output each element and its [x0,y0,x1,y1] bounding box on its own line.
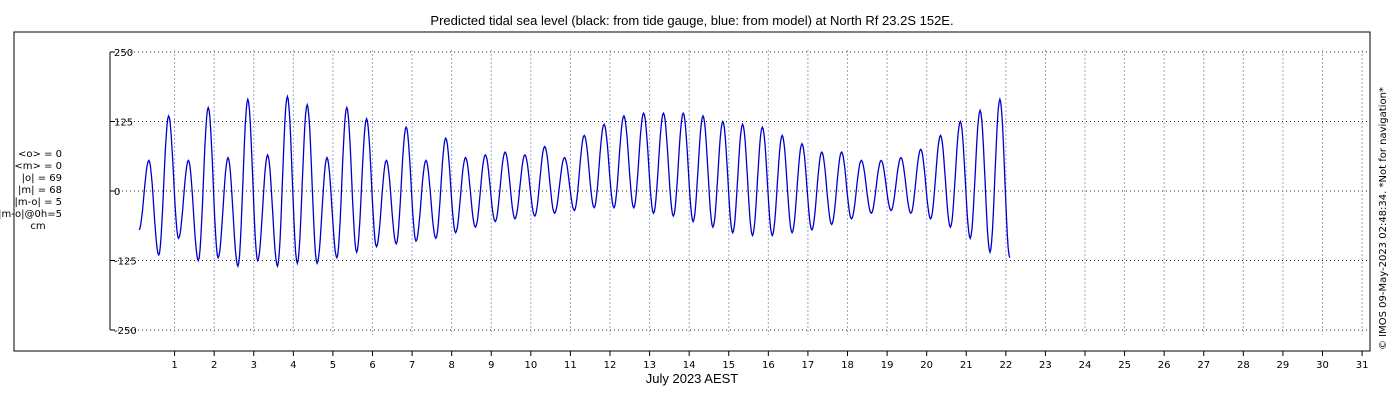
x-tick-label: 27 [1197,360,1210,371]
x-tick-label: 13 [643,360,656,371]
chart-title: Predicted tidal sea level (black: from t… [430,13,953,28]
stat-line: <o> = 0 [18,149,62,160]
x-tick-label: 20 [920,360,933,371]
stat-line: |m-o|@0h=5 [0,209,62,220]
x-tick-label: 16 [762,360,775,371]
x-tick-label: 14 [683,360,696,371]
x-tick-label: 11 [564,360,577,371]
stat-line: |o| = 69 [22,173,62,184]
x-tick-label: 4 [290,360,296,371]
x-tick-label: 12 [604,360,617,371]
y-tick-label: -250 [114,326,137,337]
x-tick-label: 17 [802,360,815,371]
y-tick-label: 0 [114,187,120,198]
x-tick-label: 5 [330,360,336,371]
stat-line: |m-o| = 5 [15,197,63,208]
x-tick-label: 29 [1277,360,1290,371]
x-tick-label: 30 [1316,360,1329,371]
y-tick-label: 250 [114,48,133,59]
x-tick-label: 15 [722,360,735,371]
stat-line: cm [30,221,45,232]
stat-line: <m> = 0 [14,161,62,172]
x-tick-label: 28 [1237,360,1250,371]
x-axis-label: July 2023 AEST [646,371,739,386]
x-tick-label: 3 [251,360,257,371]
copyright-note: © IMOS 09-May-2023 02:48:34. *Not for na… [1378,87,1389,350]
x-tick-label: 23 [1039,360,1052,371]
x-tick-label: 18 [841,360,854,371]
x-tick-label: 25 [1118,360,1131,371]
series-line-model [138,94,1011,269]
x-tick-label: 1 [171,360,177,371]
x-tick-label: 7 [409,360,415,371]
x-tick-label: 26 [1158,360,1171,371]
x-tick-label: 9 [488,360,494,371]
statistics-box: <o> = 0<m> = 0|o| = 69|m| = 68|m-o| = 5|… [0,149,62,232]
stat-line: |m| = 68 [18,185,62,196]
grid-lines [110,50,1370,335]
y-tick-label: 125 [114,118,133,129]
outer-frame [13,31,1371,352]
x-tick-label: 8 [448,360,454,371]
x-tick-label: 22 [999,360,1012,371]
x-tick-label: 19 [881,360,894,371]
x-tick-label: 10 [524,360,537,371]
x-tick-label: 21 [960,360,973,371]
x-axis: 1 2 3 4 5 6 7 8 9 10 11 12 13 14 15 16 17 18 19 20 21 22 23 24 2… [171,351,1368,371]
x-tick-label: 2 [211,360,217,371]
x-tick-label: 24 [1079,360,1092,371]
y-axis: 250 125 0 -125 -250 [109,48,137,337]
x-tick-label: 31 [1356,360,1369,371]
x-tick-label: 6 [369,360,375,371]
y-tick-label: -125 [114,257,137,268]
